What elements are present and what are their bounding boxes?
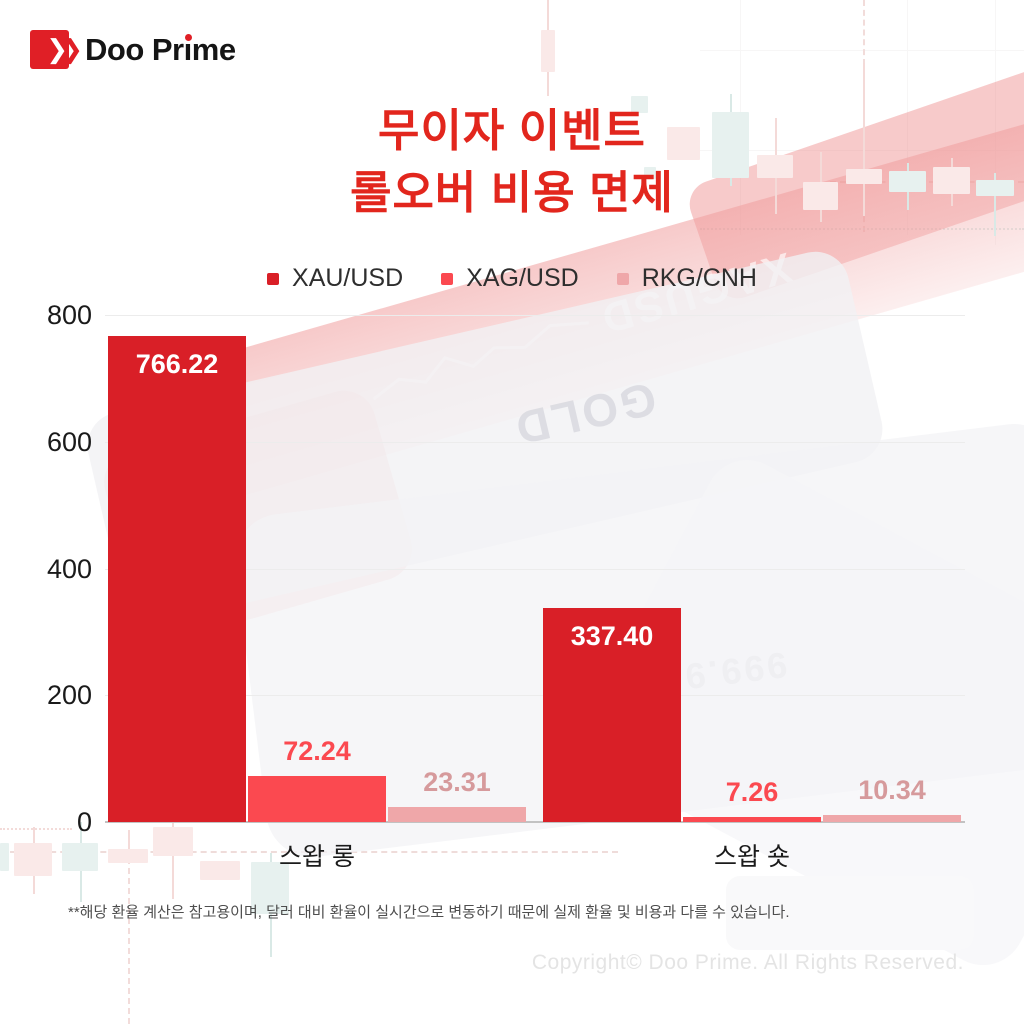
- bar-value-label: 10.34: [858, 775, 926, 805]
- chart-legend: XAU/USD XAG/USD RKG/CNH: [0, 264, 1024, 293]
- bar-value-label: 337.40: [570, 621, 654, 651]
- candlestick-icon: [541, 30, 555, 72]
- gridline-400: [105, 568, 965, 570]
- gold-bar-silver-bottom-right: [726, 876, 974, 950]
- y-axis-labels: 0 200 400 600 800: [0, 300, 92, 837]
- legend-item-rkg-cnh: RKG/CNH: [616, 264, 757, 293]
- candlestick-icon: [0, 843, 9, 871]
- candlestick-icon: [933, 167, 970, 194]
- grid-line-horizontal: [700, 50, 1024, 51]
- candlestick-icon: [976, 180, 1014, 196]
- dotted-line-horizontal: [0, 828, 72, 830]
- bar-xau-usd-group1: [108, 336, 246, 822]
- gridline-800: [105, 315, 965, 316]
- bar-value-label: 23.31: [423, 767, 491, 797]
- gridline-200: [105, 695, 965, 697]
- doo-prime-logo: ❯ ❯ Doo Prı me: [30, 30, 236, 69]
- grid-line-vertical: [907, 0, 908, 235]
- logo-chevron-white-icon: ❯: [46, 34, 68, 64]
- bar-rkg-cnh-group1: [388, 807, 526, 822]
- candle-wick: [863, 63, 865, 216]
- candlestick-icon: [62, 843, 98, 871]
- candlestick-icon: [14, 843, 52, 876]
- candlestick-icon: [153, 827, 193, 856]
- bar-rkg-cnh-group2: [823, 815, 961, 822]
- dashed-line-vertical: [128, 858, 130, 1024]
- bar-xag-usd-group2: [683, 817, 821, 822]
- candlestick-icon: [108, 849, 148, 863]
- bar-xau-usd-group2: [543, 608, 681, 822]
- footnote: **해당 환율 계산은 참고용이며, 달러 대비 환율이 실시간으로 변동하기 …: [68, 904, 790, 921]
- doo-prime-logo-text: Doo Prı me: [85, 31, 236, 67]
- legend-label: RKG/CNH: [641, 264, 757, 292]
- legend-marker-icon: [616, 272, 629, 285]
- legend-item-xag-usd: XAG/USD: [441, 264, 579, 293]
- logo-i-dot-icon: [184, 33, 192, 41]
- y-tick-0: 0: [76, 807, 92, 837]
- candle-wick: [128, 830, 130, 856]
- candlestick-icon: [803, 182, 838, 210]
- bar-value-label: 766.22: [135, 349, 219, 379]
- logo-chevron-red-icon: ❯: [61, 34, 83, 64]
- candlestick-icon: [200, 861, 240, 880]
- candle-wick: [994, 173, 996, 236]
- legend-item-xau-usd: XAU/USD: [267, 264, 403, 293]
- category-label-1: 스왑 롱: [279, 843, 355, 871]
- copyright: Copyright© Doo Prime. All Rights Reserve…: [531, 951, 964, 974]
- decor-square-teal: [644, 167, 656, 179]
- doo-prime-logo-icon: ❯ ❯: [30, 30, 83, 69]
- plot-area: 766.22 72.24 23.31 스왑 롱 337.40 7.26 10.34 스왑 숏: [105, 315, 965, 871]
- bar-xag-usd-group1: [248, 776, 386, 822]
- decor-square-teal: [631, 96, 648, 113]
- category-label-2: 스왑 숏: [714, 843, 790, 871]
- bar-value-label: 72.24: [283, 736, 351, 766]
- candlestick-icon: [251, 862, 289, 914]
- poster-title: 무이자 이벤트 롤오버 비용 면제: [0, 100, 1024, 224]
- candlestick-icon: [712, 112, 749, 178]
- gridline-600: [105, 441, 965, 443]
- decor-square-pink: [667, 127, 700, 160]
- bar-value-label: 7.26: [725, 777, 779, 807]
- legend-marker-icon: [441, 272, 454, 285]
- logo-letter-i: ı: [183, 31, 193, 67]
- grid-line-horizontal: [700, 150, 1024, 151]
- y-tick-400: 400: [46, 553, 92, 584]
- legend-marker-icon: [267, 272, 280, 285]
- legend-label: XAU/USD: [292, 264, 404, 292]
- candlestick-icon: [846, 169, 882, 184]
- candlestick-icon: [757, 155, 793, 178]
- legend-label: XAG/USD: [466, 264, 579, 292]
- x-axis-line: [105, 821, 965, 823]
- title-line-2: 롤오버 비용 면제: [350, 167, 674, 218]
- y-tick-600: 600: [46, 426, 92, 457]
- grid-line-vertical: [995, 0, 996, 245]
- candlestick-icon: [889, 171, 926, 192]
- y-tick-200: 200: [46, 680, 92, 711]
- title-line-1: 무이자 이벤트: [378, 105, 646, 156]
- y-tick-800: 800: [46, 300, 92, 330]
